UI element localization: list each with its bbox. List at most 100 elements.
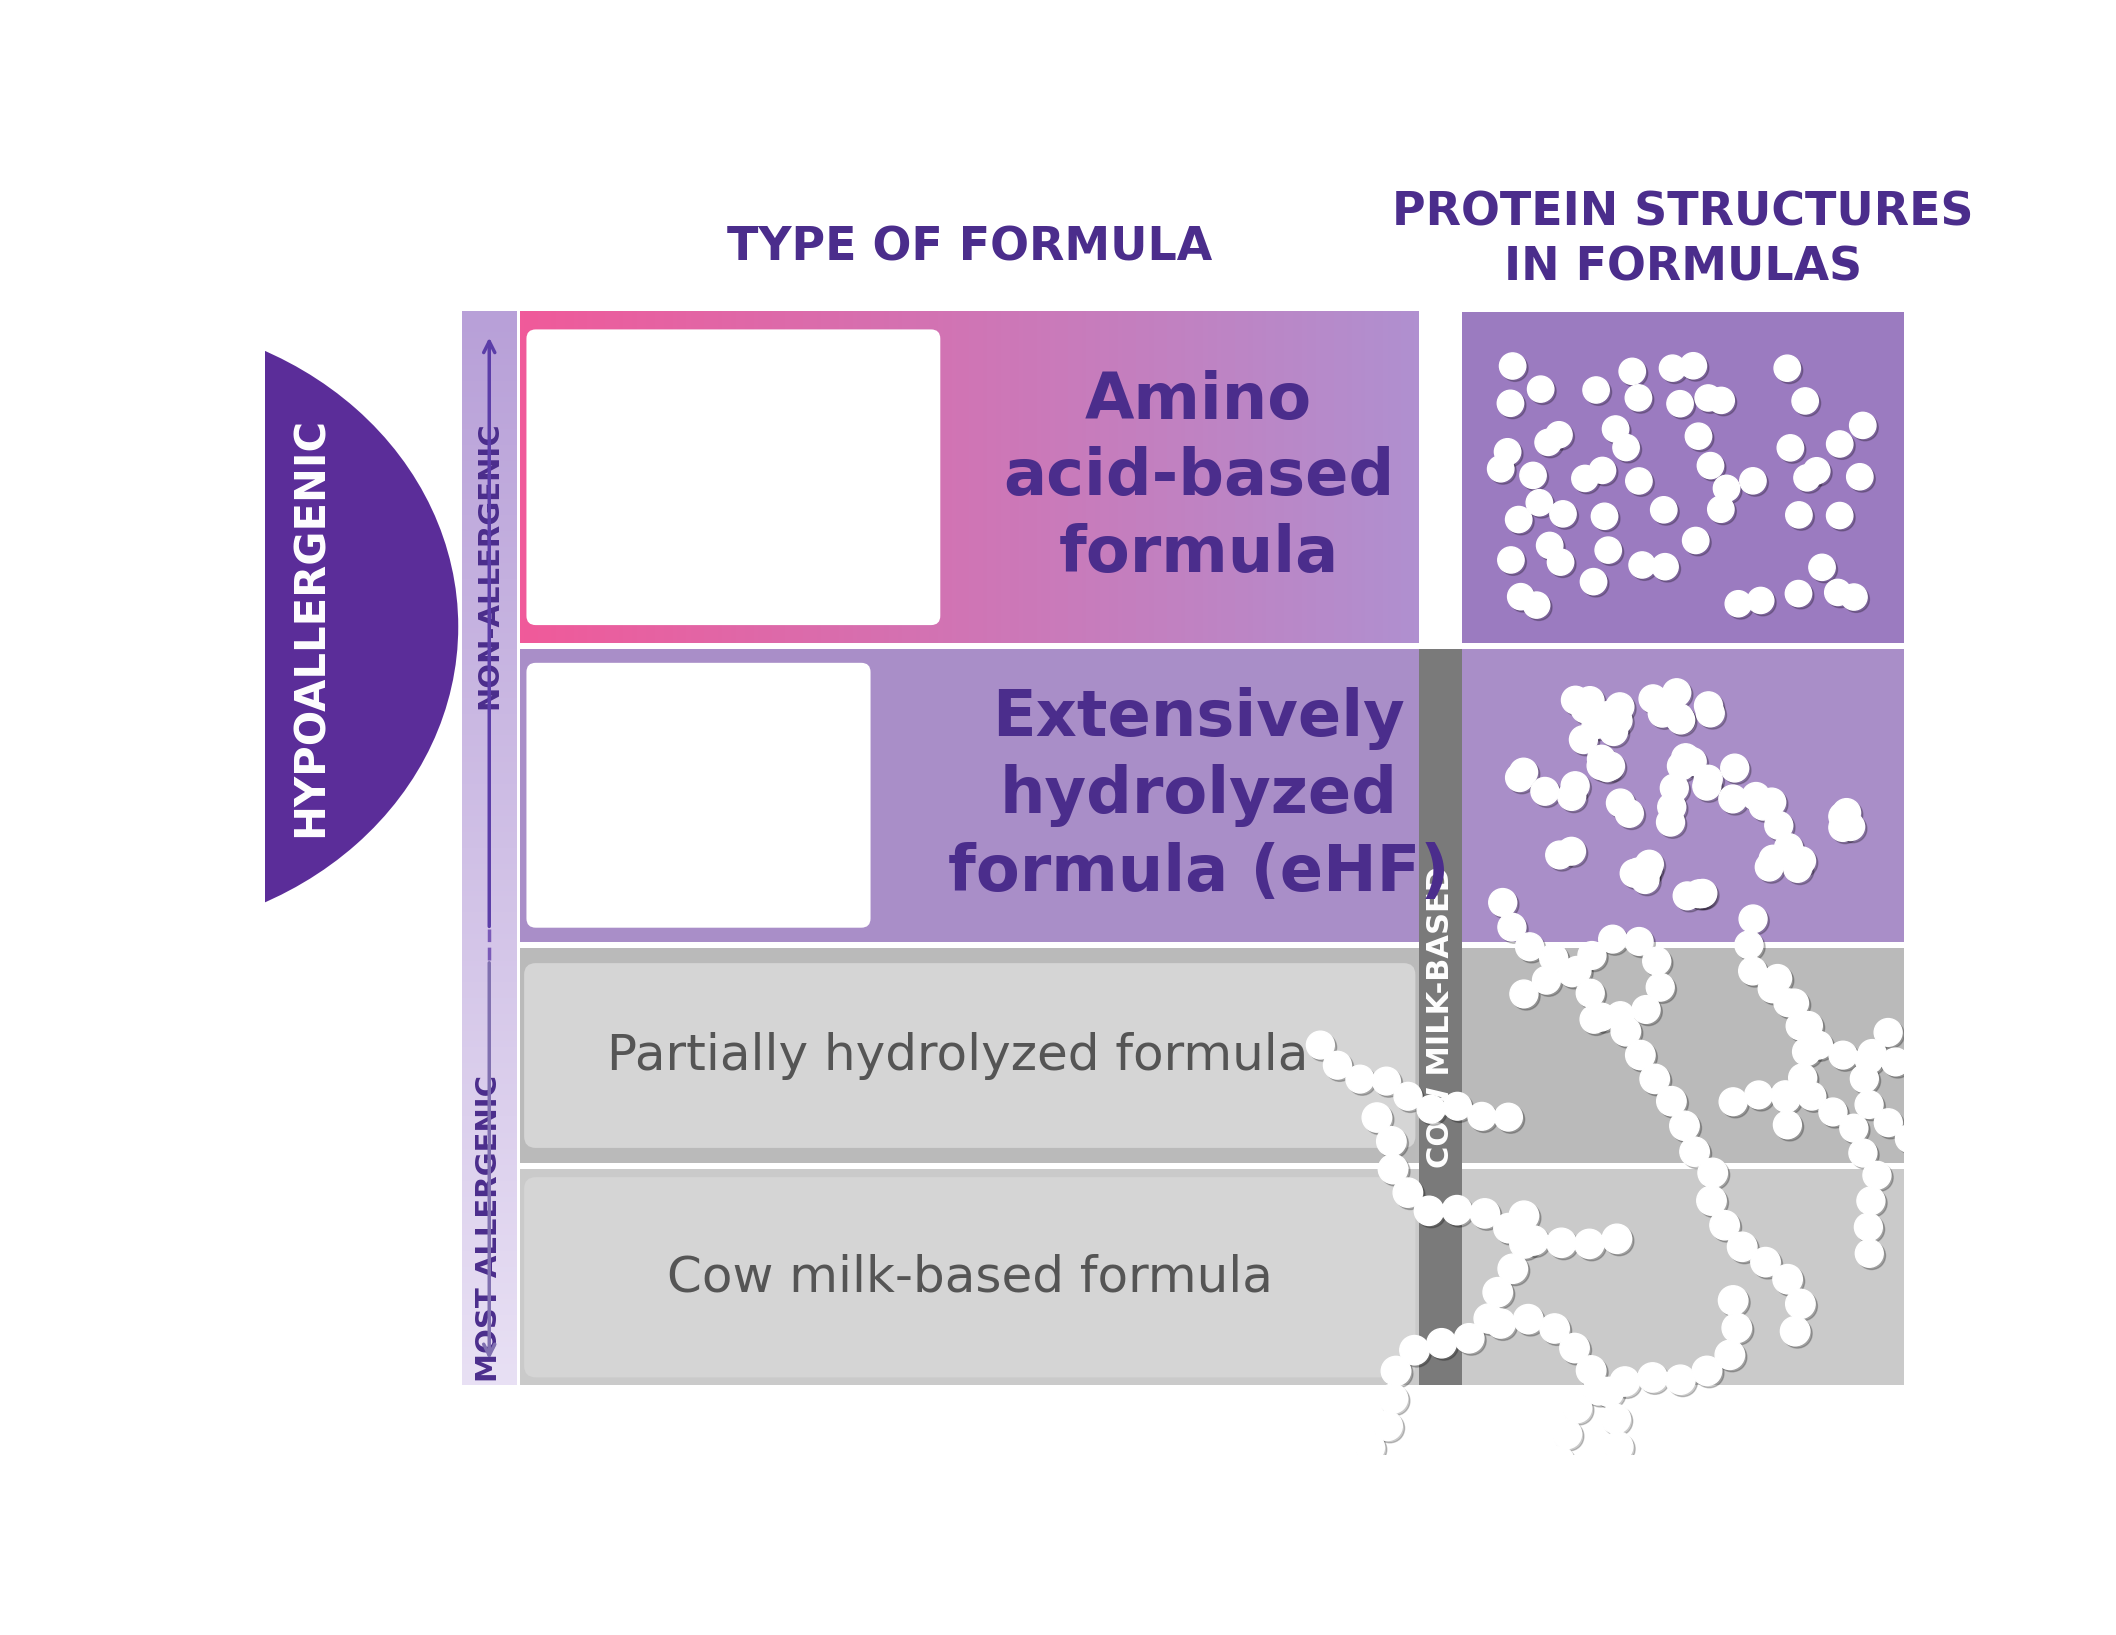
Circle shape bbox=[1807, 1033, 1835, 1061]
Circle shape bbox=[1680, 353, 1705, 379]
Circle shape bbox=[1642, 947, 1672, 974]
Circle shape bbox=[1543, 1316, 1572, 1346]
Circle shape bbox=[1549, 551, 1576, 577]
Circle shape bbox=[1365, 1105, 1394, 1135]
Circle shape bbox=[1547, 422, 1572, 448]
Circle shape bbox=[1621, 860, 1648, 888]
Circle shape bbox=[1784, 855, 1811, 883]
Circle shape bbox=[1786, 1290, 1816, 1318]
Circle shape bbox=[1780, 1316, 1809, 1346]
Circle shape bbox=[1830, 804, 1860, 832]
Circle shape bbox=[1600, 754, 1627, 782]
Circle shape bbox=[1794, 464, 1820, 490]
Circle shape bbox=[1538, 535, 1566, 561]
Circle shape bbox=[1852, 1141, 1879, 1169]
Circle shape bbox=[1657, 808, 1684, 835]
Circle shape bbox=[1788, 1014, 1816, 1041]
Circle shape bbox=[1741, 960, 1769, 988]
Circle shape bbox=[1521, 464, 1549, 490]
Circle shape bbox=[1805, 1032, 1832, 1059]
Circle shape bbox=[1509, 1230, 1538, 1257]
Circle shape bbox=[1682, 528, 1710, 554]
Circle shape bbox=[1494, 1213, 1524, 1243]
Circle shape bbox=[1513, 760, 1540, 788]
Circle shape bbox=[1612, 1019, 1642, 1048]
Circle shape bbox=[1576, 1355, 1606, 1385]
Circle shape bbox=[1775, 991, 1805, 1019]
Circle shape bbox=[1617, 1460, 1646, 1489]
Circle shape bbox=[1547, 840, 1574, 868]
Circle shape bbox=[1593, 754, 1621, 782]
Circle shape bbox=[1528, 492, 1555, 518]
Circle shape bbox=[1314, 1470, 1344, 1499]
Circle shape bbox=[1741, 1494, 1771, 1524]
Circle shape bbox=[1536, 533, 1564, 559]
Circle shape bbox=[1835, 801, 1862, 829]
Circle shape bbox=[1475, 1303, 1504, 1333]
Circle shape bbox=[1496, 441, 1524, 468]
Circle shape bbox=[1644, 950, 1674, 978]
Circle shape bbox=[1691, 881, 1718, 909]
Circle shape bbox=[1951, 1081, 1981, 1109]
Circle shape bbox=[1710, 1210, 1739, 1239]
Circle shape bbox=[1748, 1084, 1775, 1112]
Circle shape bbox=[1485, 1310, 1515, 1337]
Circle shape bbox=[1981, 1246, 2010, 1275]
Circle shape bbox=[1786, 1012, 1813, 1040]
Circle shape bbox=[1670, 1112, 1699, 1140]
Circle shape bbox=[1858, 1187, 1885, 1215]
Circle shape bbox=[1841, 584, 1866, 610]
Circle shape bbox=[1794, 391, 1820, 417]
Circle shape bbox=[1794, 1040, 1822, 1068]
Circle shape bbox=[1689, 880, 1716, 907]
Circle shape bbox=[1661, 358, 1689, 384]
Circle shape bbox=[1545, 1445, 1574, 1475]
Circle shape bbox=[1741, 907, 1769, 935]
Circle shape bbox=[2074, 1197, 2103, 1226]
Circle shape bbox=[1566, 958, 1593, 986]
Circle shape bbox=[1686, 1499, 1716, 1529]
Circle shape bbox=[1356, 1436, 1386, 1465]
Circle shape bbox=[1665, 703, 1693, 731]
Circle shape bbox=[1722, 1091, 1750, 1118]
Circle shape bbox=[1659, 1493, 1689, 1522]
Circle shape bbox=[1564, 956, 1591, 984]
Circle shape bbox=[1559, 961, 1589, 989]
Circle shape bbox=[1608, 791, 1636, 819]
Circle shape bbox=[1642, 1066, 1672, 1095]
Circle shape bbox=[1500, 353, 1526, 379]
Circle shape bbox=[1782, 1319, 1811, 1349]
Circle shape bbox=[1625, 384, 1653, 410]
Circle shape bbox=[1784, 1458, 1811, 1488]
Text: TYPE OF FORMULA: TYPE OF FORMULA bbox=[728, 226, 1212, 271]
Circle shape bbox=[1877, 1112, 1904, 1140]
Circle shape bbox=[1777, 358, 1803, 384]
Circle shape bbox=[1676, 885, 1703, 912]
Circle shape bbox=[1534, 780, 1562, 808]
Circle shape bbox=[1786, 857, 1813, 885]
Bar bbox=[521, 649, 1904, 942]
Circle shape bbox=[1860, 1189, 1887, 1216]
Ellipse shape bbox=[0, 319, 459, 935]
Circle shape bbox=[1773, 1110, 1801, 1138]
Circle shape bbox=[1380, 1130, 1409, 1158]
Text: NON-ALLERGENIC: NON-ALLERGENIC bbox=[476, 422, 504, 710]
Circle shape bbox=[1828, 1041, 1858, 1069]
Circle shape bbox=[1608, 695, 1636, 723]
Circle shape bbox=[1553, 504, 1579, 530]
Circle shape bbox=[1589, 747, 1619, 775]
Circle shape bbox=[1758, 845, 1788, 873]
Circle shape bbox=[1858, 1243, 1885, 1269]
Circle shape bbox=[1809, 554, 1835, 580]
Circle shape bbox=[1606, 790, 1634, 818]
Circle shape bbox=[1761, 790, 1788, 818]
Bar bbox=[1462, 312, 1904, 643]
Circle shape bbox=[1750, 793, 1777, 821]
Circle shape bbox=[1579, 688, 1606, 716]
Circle shape bbox=[1445, 1095, 1473, 1123]
Circle shape bbox=[1737, 934, 1765, 961]
Circle shape bbox=[1763, 965, 1792, 992]
Circle shape bbox=[1581, 569, 1606, 595]
Circle shape bbox=[1684, 530, 1712, 556]
Circle shape bbox=[1672, 1113, 1701, 1143]
